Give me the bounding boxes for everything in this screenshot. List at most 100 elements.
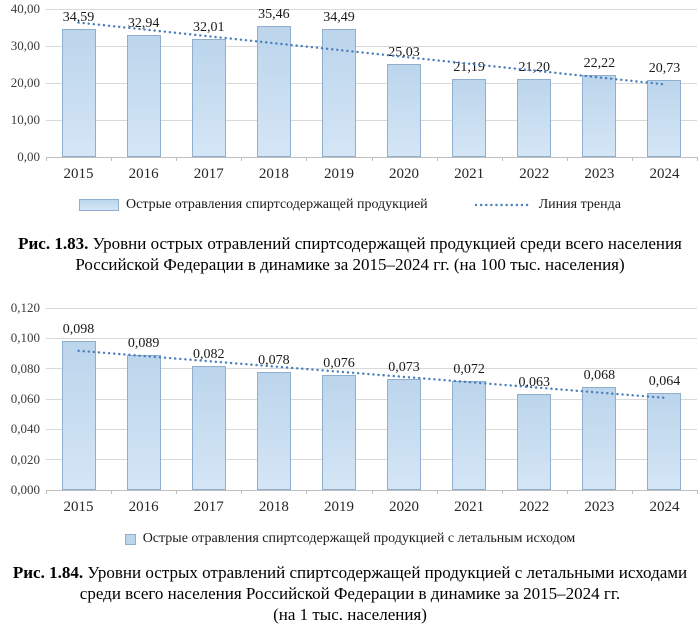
- bar-value-label: 21,19: [453, 59, 485, 75]
- x-axis-tickmark: [371, 157, 373, 161]
- y-axis-tick-label: 0,100: [10, 330, 40, 346]
- y-axis-tick-label: 30,00: [10, 38, 40, 53]
- bar: [452, 78, 487, 157]
- x-axis-tick-label: 2019: [323, 499, 354, 515]
- y-axis-tick-label: 0,120: [10, 300, 40, 315]
- gridline: [46, 119, 697, 121]
- bar-value-label: 21,20: [518, 59, 551, 75]
- bar: [387, 379, 422, 490]
- caption-line: Рис. 1.83. Уровни острых отравлений спир…: [0, 233, 700, 254]
- bar-value-label: 25,03: [388, 45, 420, 61]
- bar: [126, 355, 161, 490]
- bar: [321, 374, 356, 490]
- x-axis-tickmark: [46, 490, 47, 494]
- caption-line: среди всего населения Российской Федерац…: [79, 584, 621, 603]
- x-axis-tick-label: 2019: [323, 166, 354, 182]
- trendline-swatch: [474, 203, 531, 207]
- bar: [256, 25, 291, 157]
- x-axis-tickmark: [566, 490, 568, 494]
- bar: [321, 29, 356, 157]
- bar: [582, 74, 617, 157]
- x-axis-tick-label: 2020: [389, 166, 420, 182]
- x-axis-tickmark: [631, 490, 633, 494]
- caption-text: Уровни острых отравлений спиртсодержащей…: [92, 234, 682, 253]
- figure-caption-1-83: Рис. 1.83. Уровни острых отравлений спир…: [0, 233, 700, 275]
- x-axis-tick-label: 2023: [584, 499, 615, 515]
- y-axis-tick-label: 0,00: [17, 149, 40, 164]
- gridline: [46, 337, 697, 339]
- y-axis-tick-label: 0,040: [10, 421, 40, 437]
- x-axis-tickmark: [631, 157, 633, 161]
- x-axis-tickmark: [371, 490, 373, 494]
- x-axis-tick-label: 2017: [193, 166, 224, 182]
- bar: [256, 371, 291, 490]
- bar-value-label: 0,098: [62, 322, 95, 338]
- x-axis-tick-label: 2016: [128, 166, 159, 182]
- x-axis-tick-label: 2015: [63, 499, 94, 515]
- x-axis-tickmark: [697, 157, 698, 161]
- bar-value-label: 0,068: [583, 367, 616, 383]
- bar-value-label: 34,49: [323, 10, 355, 26]
- bar-value-label: 32,94: [127, 16, 160, 32]
- y-axis-tick-label: 40,00: [10, 1, 40, 16]
- x-axis-tick-label: 2017: [193, 499, 224, 515]
- bar: [647, 80, 682, 157]
- bar: [126, 35, 161, 157]
- bar: [647, 392, 682, 490]
- y-axis-tick-label: 0,020: [10, 451, 40, 467]
- bar-value-label: 34,59: [62, 10, 95, 26]
- bar: [61, 341, 96, 490]
- bar: [582, 386, 617, 490]
- x-axis-tick-label: 2022: [519, 499, 550, 515]
- bar-value-label: 0,072: [453, 361, 485, 377]
- x-axis-tickmark: [697, 490, 698, 494]
- y-axis-tick-label: 0,060: [10, 391, 40, 406]
- bar-value-label: 32,01: [193, 19, 225, 35]
- x-axis-tick-label: 2018: [258, 499, 289, 515]
- caption-number: Рис. 1.84.: [12, 563, 84, 582]
- x-axis-tickmark: [241, 157, 243, 161]
- caption-text: Уровни острых отравлений спиртсодержащей…: [87, 563, 688, 582]
- gridline: [46, 8, 697, 10]
- legend-label-bar-series: Острые отравления спиртсодержащей продук…: [126, 197, 428, 212]
- legend-label-trendline: Линия тренда: [538, 197, 621, 212]
- x-axis-tick-label: 2023: [584, 166, 615, 182]
- gridline: [46, 307, 697, 309]
- y-axis-tick-label: 20,00: [10, 75, 40, 90]
- x-axis-tickmark: [306, 157, 308, 161]
- bar-value-label: 0,073: [388, 360, 420, 376]
- y-axis-tick-label: 0,080: [10, 360, 40, 376]
- x-axis-tick-label: 2018: [258, 166, 289, 182]
- caption-number: Рис. 1.83.: [18, 234, 89, 253]
- x-axis-tick-label: 2015: [63, 166, 94, 182]
- bar-value-label: 0,064: [648, 373, 681, 389]
- gridline: [46, 428, 697, 430]
- bar-value-label: 0,076: [323, 355, 355, 371]
- caption-line: (на 1 тыс. населения): [273, 605, 427, 624]
- x-axis-tick-label: 2024: [649, 499, 680, 515]
- x-axis-tick-label: 2022: [519, 166, 550, 182]
- bar-value-label: 20,73: [648, 61, 681, 77]
- x-axis-tickmark: [501, 157, 503, 161]
- x-axis-tickmark: [46, 157, 47, 161]
- x-axis-tick-label: 2016: [128, 499, 159, 515]
- x-axis-tickmark: [176, 157, 178, 161]
- x-axis-tickmark: [176, 490, 178, 494]
- x-axis-tickmark: [436, 157, 438, 161]
- x-axis-tick-label: 2021: [454, 166, 485, 182]
- bar: [191, 365, 226, 490]
- x-axis-tickmark: [111, 490, 113, 494]
- chart-183-legend: Острые отравления спиртсодержащей продук…: [0, 195, 700, 215]
- x-axis-tick-label: 2024: [649, 166, 680, 182]
- x-axis-tickmark: [566, 157, 568, 161]
- bar-value-label: 0,063: [518, 375, 551, 391]
- y-axis-tick-label: 10,00: [10, 112, 40, 127]
- bar: [61, 29, 96, 157]
- legend-item-bar-series: Острые отравления спиртсодержащей продук…: [124, 531, 575, 547]
- x-axis-tickmark: [306, 490, 308, 494]
- y-axis-tick-label: 0,000: [10, 482, 40, 497]
- gridline: [46, 459, 697, 461]
- bar: [191, 38, 226, 157]
- bar: [517, 78, 552, 157]
- caption-line: Рис. 1.84. Уровни острых отравлений спир…: [0, 562, 700, 583]
